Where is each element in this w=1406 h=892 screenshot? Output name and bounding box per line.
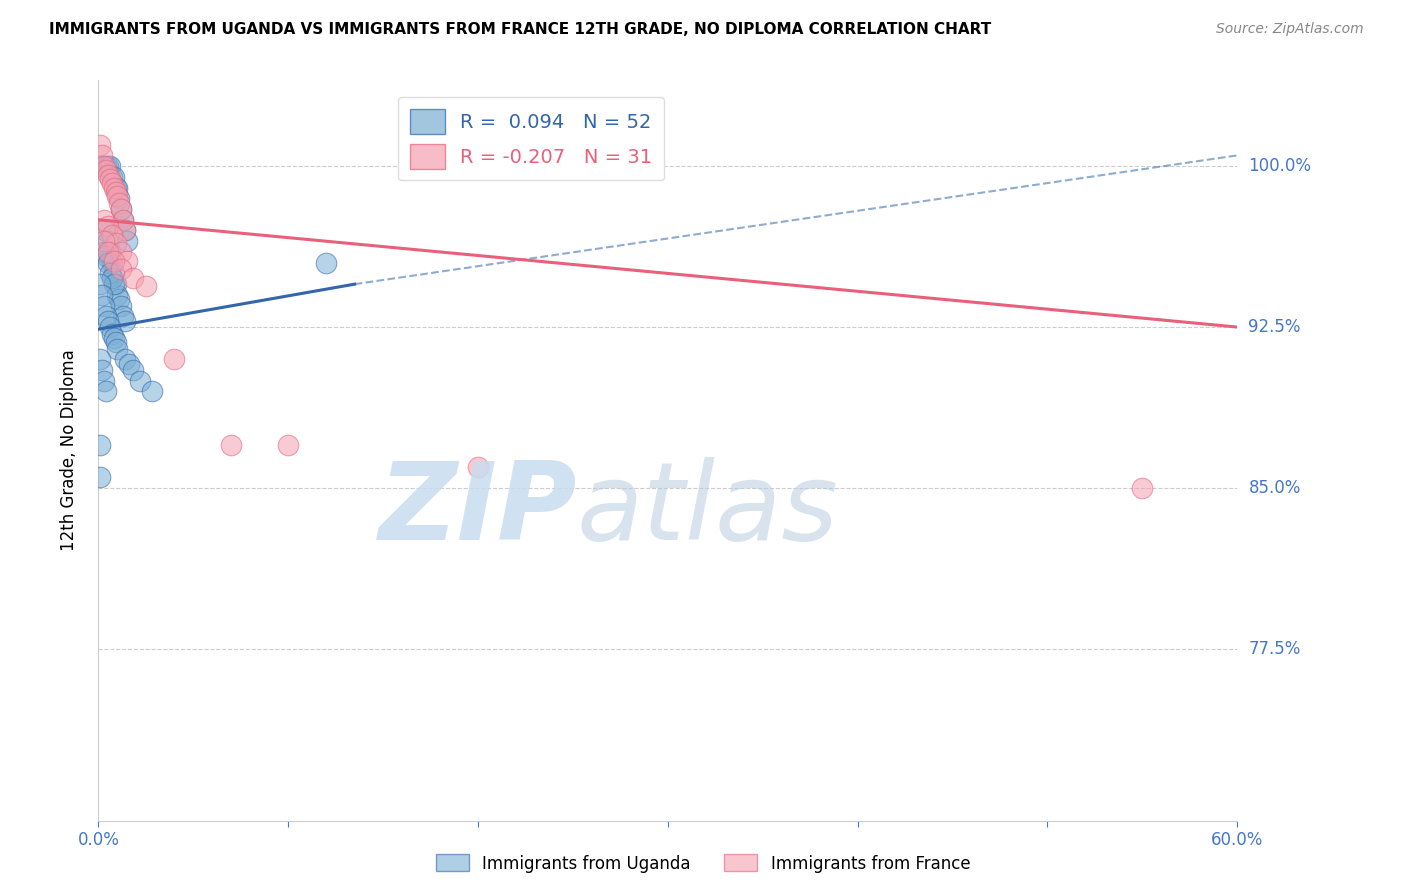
Point: [277, 438, 299, 452]
Point: [97, 159, 120, 173]
Legend: R =  0.094   N = 52, R = -0.207   N = 31: R = 0.094 N = 52, R = -0.207 N = 31: [398, 97, 664, 180]
Point: [110, 262, 132, 277]
Point: [118, 357, 141, 371]
Point: [97, 219, 120, 234]
Text: 92.5%: 92.5%: [1249, 318, 1301, 336]
Point: [100, 255, 122, 269]
Point: [103, 267, 125, 281]
Point: [97, 234, 120, 248]
Point: [93, 374, 115, 388]
Point: [89, 470, 111, 484]
Point: [110, 202, 132, 216]
Point: [108, 292, 131, 306]
Point: [114, 223, 136, 237]
Point: [97, 168, 120, 182]
Point: [104, 180, 127, 194]
Point: [107, 288, 129, 302]
Point: [104, 185, 127, 199]
Point: [98, 267, 121, 281]
Point: [93, 299, 115, 313]
Point: [467, 459, 489, 474]
Point: [112, 212, 135, 227]
Point: [103, 180, 125, 194]
Point: [100, 270, 122, 285]
Point: [93, 212, 115, 227]
Point: [89, 438, 111, 452]
Point: [97, 313, 120, 327]
Point: [114, 223, 136, 237]
Point: [89, 277, 111, 292]
Text: IMMIGRANTS FROM UGANDA VS IMMIGRANTS FROM FRANCE 12TH GRADE, NO DIPLOMA CORRELAT: IMMIGRANTS FROM UGANDA VS IMMIGRANTS FRO…: [49, 22, 991, 37]
Point: [129, 374, 152, 388]
Legend: Immigrants from Uganda, Immigrants from France: Immigrants from Uganda, Immigrants from …: [429, 847, 977, 880]
Point: [114, 352, 136, 367]
Text: ZIP: ZIP: [378, 457, 576, 563]
Point: [104, 277, 127, 292]
Point: [91, 363, 114, 377]
Point: [141, 384, 163, 399]
Text: 100.0%: 100.0%: [1249, 157, 1312, 175]
Point: [91, 148, 114, 162]
Point: [93, 244, 115, 259]
Point: [98, 172, 121, 186]
Point: [107, 180, 129, 194]
Point: [315, 255, 337, 269]
Point: [115, 234, 138, 248]
Point: [100, 169, 122, 184]
Text: 85.0%: 85.0%: [1249, 479, 1301, 497]
Point: [112, 310, 135, 324]
Y-axis label: 12th Grade, No Diploma: 12th Grade, No Diploma: [59, 350, 77, 551]
Point: [100, 326, 122, 341]
Point: [107, 342, 129, 356]
Point: [91, 288, 114, 302]
Point: [98, 320, 121, 334]
Point: [100, 227, 122, 242]
Point: [121, 363, 143, 377]
Point: [98, 159, 121, 173]
Point: [107, 189, 129, 203]
Point: [94, 249, 117, 263]
Point: [97, 244, 120, 259]
Point: [93, 159, 115, 173]
Point: [114, 313, 136, 327]
Point: [103, 277, 125, 292]
Point: [110, 299, 132, 313]
Point: [103, 169, 125, 184]
Point: [115, 253, 138, 268]
Point: [97, 255, 120, 269]
Text: 77.5%: 77.5%: [1249, 640, 1301, 658]
Point: [98, 244, 121, 259]
Point: [1132, 481, 1154, 495]
Point: [163, 352, 186, 367]
Point: [94, 384, 117, 399]
Point: [93, 234, 115, 248]
Text: Source: ZipAtlas.com: Source: ZipAtlas.com: [1216, 22, 1364, 37]
Point: [110, 244, 132, 259]
Point: [108, 195, 131, 210]
Point: [108, 191, 131, 205]
Point: [91, 159, 114, 173]
Point: [93, 223, 115, 237]
Point: [112, 212, 135, 227]
Point: [104, 335, 127, 350]
Point: [103, 253, 125, 268]
Point: [135, 279, 157, 293]
Point: [100, 176, 122, 190]
Point: [110, 202, 132, 216]
Point: [121, 270, 143, 285]
Point: [104, 236, 127, 251]
Point: [89, 137, 111, 152]
Point: [103, 331, 125, 345]
Point: [221, 438, 243, 452]
Point: [94, 310, 117, 324]
Text: atlas: atlas: [576, 458, 838, 562]
Point: [89, 352, 111, 367]
Point: [94, 159, 117, 173]
Point: [94, 163, 117, 178]
